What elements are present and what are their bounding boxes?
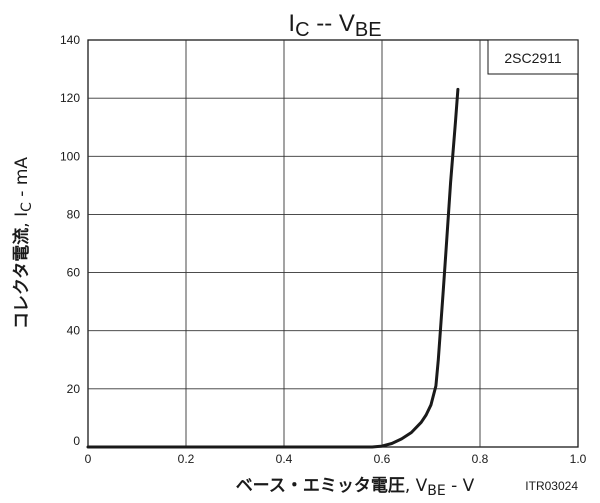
title-sep: -- V (310, 10, 355, 37)
part-number-label: 2SC2911 (504, 50, 562, 66)
plot-frame (87, 39, 579, 448)
y-tick-label-2: 40 (67, 324, 81, 338)
x-tick-label-2: 0.4 (276, 452, 293, 466)
y-tick-label-7: 140 (60, 33, 80, 47)
y-tick-label-6: 120 (60, 91, 80, 105)
tick-labels: 0 0.2 0.4 0.6 0.8 1.0 0 20 40 60 80 100 120 140 (60, 33, 587, 466)
x-tick-label-1: 0.2 (178, 452, 195, 466)
figure-code: ITR03024 (525, 479, 578, 493)
x-tick-label-3: 0.6 (374, 452, 391, 466)
x-tick-label-4: 0.8 (472, 452, 489, 466)
title-sub2: BE (355, 19, 382, 41)
x-axis-title-main: , V (405, 476, 428, 496)
x-axis-title-sub: BE (427, 483, 445, 499)
x-axis-title-jp: ベース・エミッタ電圧 (236, 476, 405, 496)
x-tick-label-5: 1.0 (570, 452, 587, 466)
y-tick-label-5: 100 (60, 149, 80, 163)
y-axis-title: コレクタ電流, IC - mA (11, 157, 35, 329)
x-axis-title: ベース・エミッタ電圧, VBE - V (236, 476, 475, 499)
y-tick-label-4: 80 (67, 207, 81, 221)
ic-vbe-curve (86, 87, 460, 449)
title-main: I (288, 10, 295, 37)
y-axis-title-main: , I (12, 212, 32, 228)
y-tick-label-0: 0 (73, 434, 80, 448)
y-axis-title-sub: C (19, 202, 35, 212)
y-axis-title-unit: - mA (12, 157, 32, 203)
y-tick-label-3: 60 (67, 266, 81, 280)
x-tick-label-0: 0 (85, 452, 92, 466)
part-number-box (487, 39, 579, 75)
grid-lines (88, 40, 578, 447)
chart-title: IC -- VBE (288, 10, 381, 41)
title-sub1: C (295, 19, 309, 41)
x-axis-title-unit: - V (446, 476, 475, 496)
y-axis-title-jp: コレクタ電流 (11, 228, 32, 329)
y-tick-label-1: 20 (67, 382, 81, 396)
